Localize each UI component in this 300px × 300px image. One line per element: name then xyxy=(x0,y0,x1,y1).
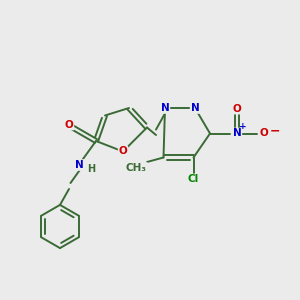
Text: N: N xyxy=(190,103,200,113)
Text: N: N xyxy=(75,160,84,170)
Text: H: H xyxy=(87,164,95,175)
Text: Cl: Cl xyxy=(188,174,199,184)
Text: −: − xyxy=(270,124,280,138)
Text: O: O xyxy=(118,146,127,157)
Text: CH₃: CH₃ xyxy=(126,163,147,173)
Text: O: O xyxy=(260,128,268,139)
Text: +: + xyxy=(238,122,246,131)
Text: O: O xyxy=(232,103,242,114)
Text: N: N xyxy=(160,103,169,113)
Text: O: O xyxy=(64,119,74,130)
Text: N: N xyxy=(232,128,242,139)
